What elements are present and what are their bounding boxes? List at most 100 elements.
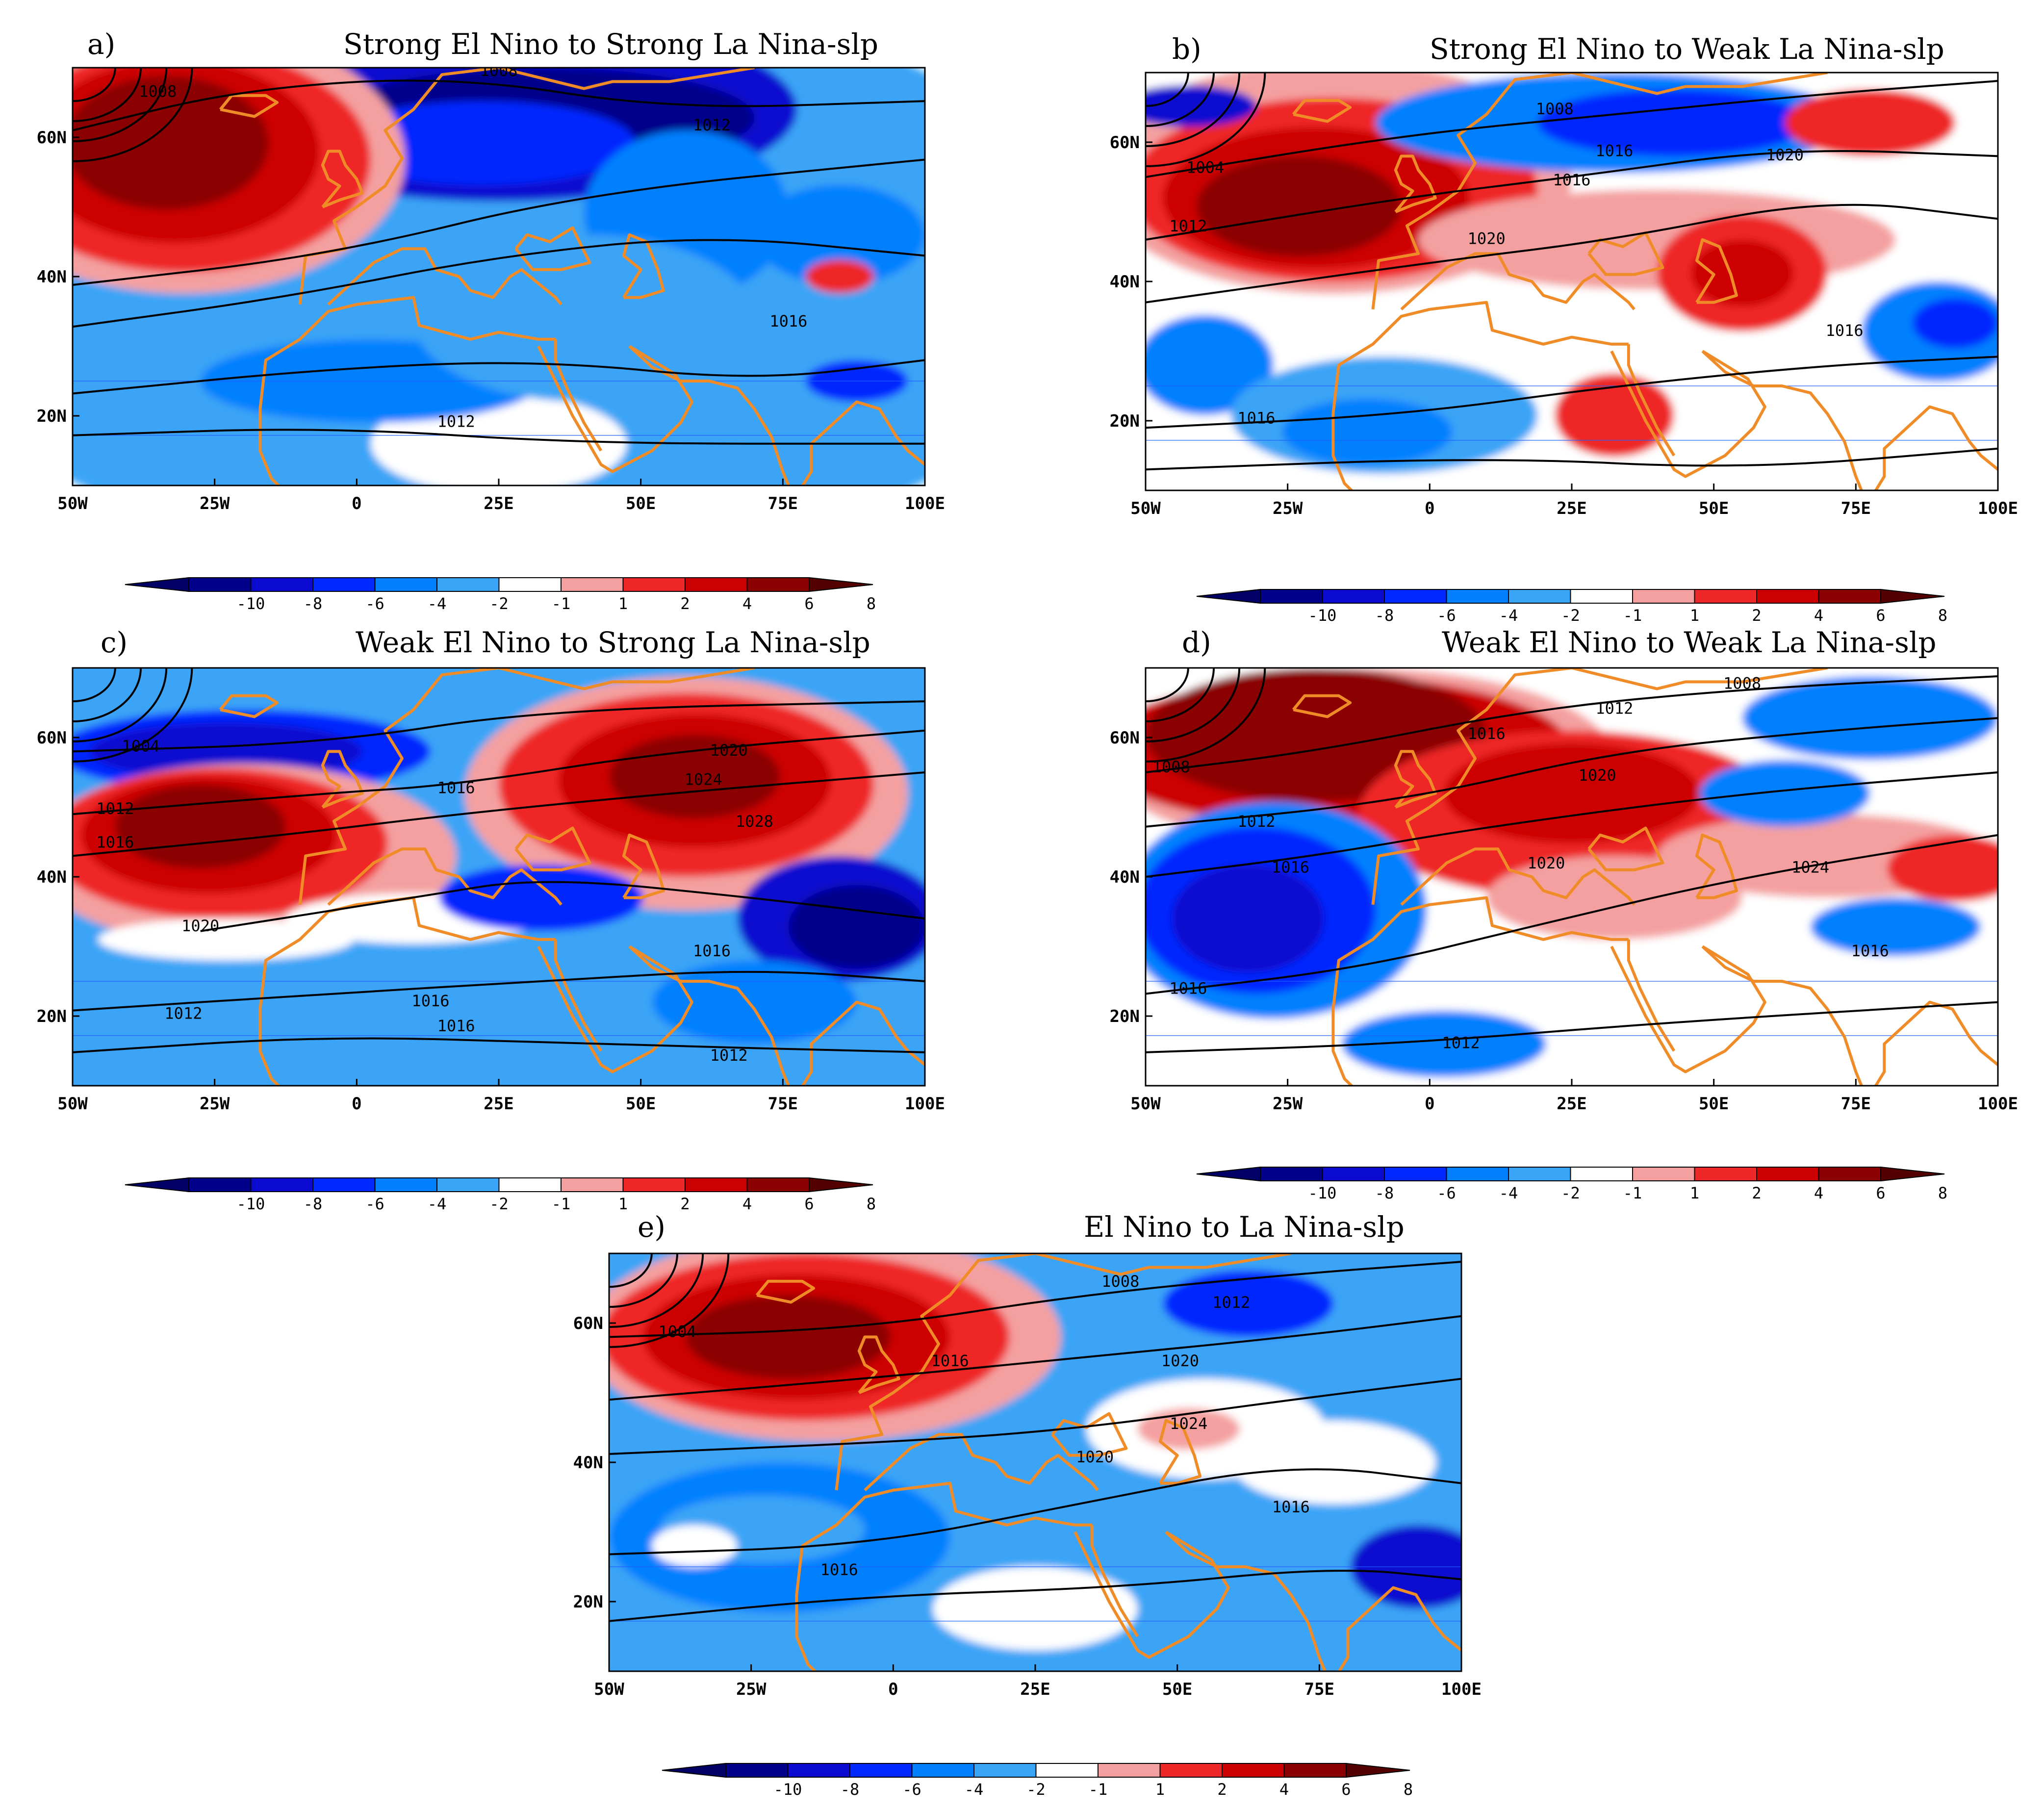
- colorbar-swatch: [1322, 1167, 1385, 1181]
- colorbar-swatch: [1384, 589, 1447, 604]
- isobar-label: 1016: [1553, 171, 1590, 189]
- colorbar-swatch: [1446, 1167, 1509, 1181]
- colorbar-tick-label: -6: [1437, 606, 1456, 625]
- anomaly-region: [98, 918, 354, 961]
- coastline: [795, 1481, 1092, 1595]
- isobar-label: 1016: [931, 1352, 969, 1370]
- coastline: [1394, 750, 1437, 809]
- colorbar-swatch: [1570, 589, 1633, 604]
- isobar-contour: [73, 1037, 925, 1053]
- colorbar-low-extend: [125, 1177, 189, 1193]
- coastline: [1610, 350, 1766, 478]
- colorbar-tick-label: -2: [489, 594, 509, 613]
- colorbar-swatch: [498, 577, 562, 592]
- longitude-tick-label: 100E: [1978, 1094, 2018, 1114]
- longitude-tick-label: 50W: [1130, 499, 1161, 518]
- coastline: [1158, 1419, 1201, 1485]
- colorbar-swatch: [1035, 1763, 1099, 1778]
- colorbar-swatch: [1508, 589, 1571, 604]
- colorbar-tick-label: 2: [1752, 606, 1761, 625]
- colorbar-high-extend: [1346, 1762, 1410, 1778]
- longitude-tick-label: 25E: [1557, 499, 1586, 518]
- panel-letter: e): [638, 1210, 665, 1244]
- longitude-tick-label: 0: [352, 1094, 361, 1114]
- anomaly-region: [1231, 1420, 1436, 1505]
- longitude-tick-label: 75E: [768, 494, 798, 513]
- colorbar-tick-label: -1: [552, 1195, 571, 1213]
- anomaly-region: [754, 184, 925, 285]
- colorbar-tick-label: -8: [1375, 606, 1394, 625]
- coastline: [554, 339, 603, 452]
- coastline: [537, 945, 693, 1073]
- isobar-label: 1012: [1212, 1293, 1250, 1312]
- panel-letter: d): [1182, 626, 1211, 659]
- colorbar-swatch: [1322, 589, 1385, 604]
- longitude-tick-label: 0: [1425, 1094, 1434, 1114]
- latitude-tick-label: 60N: [1110, 133, 1140, 153]
- isobar-contour: [73, 729, 925, 816]
- isobar-contour: [609, 1468, 1461, 1556]
- coastline: [628, 945, 925, 1086]
- coastline: [1331, 1009, 1354, 1086]
- colorbar-swatch: [1260, 589, 1323, 604]
- colorbar: -10 -8 -6 -4 -2 -1 1 2 4 6 8: [125, 577, 876, 613]
- isobar-contour: [1146, 356, 1998, 429]
- isobar-contour: [609, 1569, 1461, 1622]
- colorbar-tick-label: -10: [1308, 606, 1337, 625]
- panel-title: Weak El Nino to Weak La Nina-slp: [1442, 626, 1937, 659]
- coastline: [1371, 73, 1601, 310]
- isobar-label: 1024: [1170, 1414, 1207, 1433]
- anomaly-region: [89, 722, 362, 781]
- isobar-label: 1012: [96, 799, 134, 818]
- latitude-tick-label: 60N: [37, 728, 67, 748]
- colorbar-tick-label: 4: [742, 594, 752, 613]
- colorbar-tick-label: 8: [1404, 1780, 1413, 1799]
- coastline: [795, 1594, 818, 1671]
- colorbar-swatch: [622, 1177, 686, 1192]
- colorbar-swatch: [374, 577, 437, 592]
- longitude-tick-label: 75E: [1304, 1680, 1334, 1699]
- colorbar-swatch: [1694, 589, 1757, 604]
- coastline: [537, 345, 693, 473]
- isobar-contour: [73, 700, 925, 753]
- anomaly-region: [1742, 676, 1998, 760]
- longitude-tick-label: 50E: [1699, 499, 1729, 518]
- coastline: [1627, 344, 1676, 457]
- longitude-tick-label: 50W: [1130, 1094, 1161, 1114]
- colorbar-swatch: [188, 1177, 252, 1192]
- coastline: [258, 408, 281, 485]
- colorbar-tick-label: 6: [804, 1195, 814, 1213]
- colorbar-tick-label: -6: [1437, 1184, 1456, 1202]
- isobar-label: 1020: [181, 917, 219, 935]
- isobar-label: 1016: [437, 779, 475, 797]
- colorbar-tick-label: 1: [618, 594, 628, 613]
- longitude-tick-label: 0: [888, 1680, 898, 1699]
- anomaly-region: [439, 864, 644, 931]
- colorbar-tick-label: 1: [1690, 606, 1699, 625]
- colorbar-swatch: [622, 577, 686, 592]
- latitude-tick-label: 20N: [1110, 411, 1140, 431]
- longitude-tick-label: 100E: [1441, 1680, 1482, 1699]
- colorbar-swatch: [312, 1177, 376, 1192]
- longitude-tick-label: 50W: [57, 494, 88, 513]
- latitude-tick-label: 40N: [37, 867, 67, 887]
- anomaly-region: [115, 785, 286, 868]
- anomaly-region: [328, 101, 636, 185]
- longitude-tick-label: 25W: [1273, 499, 1303, 518]
- isobar-label: 1016: [1468, 724, 1506, 743]
- isobar-label: 1024: [685, 770, 722, 789]
- isobar-label: 1012: [1595, 699, 1633, 718]
- coastline: [622, 833, 665, 899]
- coastline: [327, 247, 562, 306]
- panel-e: e) El Nino to La Nina-slp 1004 1016 1008 1012…: [573, 1210, 1482, 1799]
- coastline: [258, 296, 556, 409]
- isobar-label: 1020: [710, 741, 748, 760]
- colorbar-tick-label: -6: [902, 1780, 921, 1799]
- isobar-label: 1016: [1272, 1498, 1310, 1516]
- anomaly-region: [1444, 743, 1700, 843]
- colorbar-tick-label: 2: [1217, 1780, 1226, 1799]
- colorbar-swatch: [1260, 1167, 1323, 1181]
- anomaly-region: [1691, 239, 1793, 307]
- anomaly-region: [1341, 1010, 1546, 1077]
- coastline: [857, 1335, 900, 1394]
